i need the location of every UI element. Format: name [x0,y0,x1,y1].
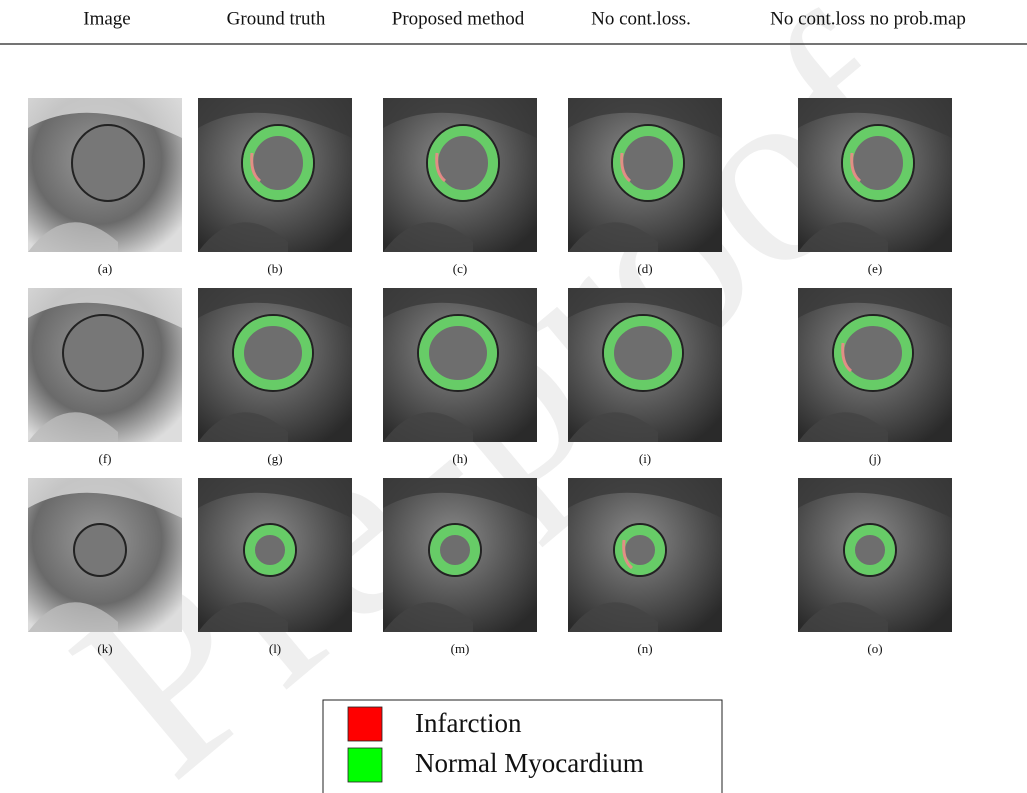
subfigure-label: (n) [637,641,652,656]
legend-swatch [348,707,382,741]
mri-panel: (a) [28,98,182,276]
mri-panel: (j) [798,288,952,466]
mri-panel: (m) [383,478,537,656]
mri-panel: (o) [798,478,952,656]
subfigure-label: (d) [637,261,652,276]
column-header: No cont.loss no prob.map [770,8,966,29]
figure-page: Pre-proof Image Ground truth Proposed me… [0,0,1027,793]
mri-panel: (l) [198,478,352,656]
legend-label: Infarction [415,708,522,738]
legend: Infarction Normal Myocardium [323,700,722,793]
mri-panel: (n) [568,478,722,656]
mri-panel: (d) [568,98,722,276]
mri-panel: (g) [198,288,352,466]
subfigure-label: (b) [267,261,282,276]
legend-swatch [348,748,382,782]
ventricle [833,315,913,391]
ventricle [72,125,144,201]
mri-panel: (b) [198,98,352,276]
column-header: Ground truth [227,8,326,29]
ventricle [418,315,498,391]
ventricle [74,524,126,576]
ventricle [63,315,143,391]
subfigure-label: (e) [868,261,882,276]
mri-panel: (k) [28,478,182,656]
subfigure-label: (h) [452,451,467,466]
subfigure-label: (c) [453,261,467,276]
subfigure-label: (l) [269,641,281,656]
legend-label: Normal Myocardium [415,748,644,778]
subfigure-label: (o) [867,641,882,656]
mri-panel: (f) [28,288,182,466]
header: Image Ground truth Proposed method No co… [0,8,1027,44]
column-header: Image [83,8,130,29]
column-header: Proposed method [392,8,525,29]
subfigure-label: (i) [639,451,651,466]
subfigure-label: (g) [267,451,282,466]
subfigure-label: (m) [451,641,470,656]
panel-grid: (a) (b) (c) (d) (e) (f) (g) (h) (i) (j) (k) (l) (m) (… [28,98,952,656]
subfigure-label: (f) [99,451,112,466]
ventricle [233,315,313,391]
mri-panel: (h) [383,288,537,466]
subfigure-label: (k) [97,641,112,656]
mri-panel: (e) [798,98,952,276]
ventricle [603,315,683,391]
legend-box [323,700,722,793]
mri-panel: (i) [568,288,722,466]
subfigure-label: (j) [869,451,881,466]
subfigure-label: (a) [98,261,112,276]
mri-panel: (c) [383,98,537,276]
column-header: No cont.loss. [591,8,691,29]
